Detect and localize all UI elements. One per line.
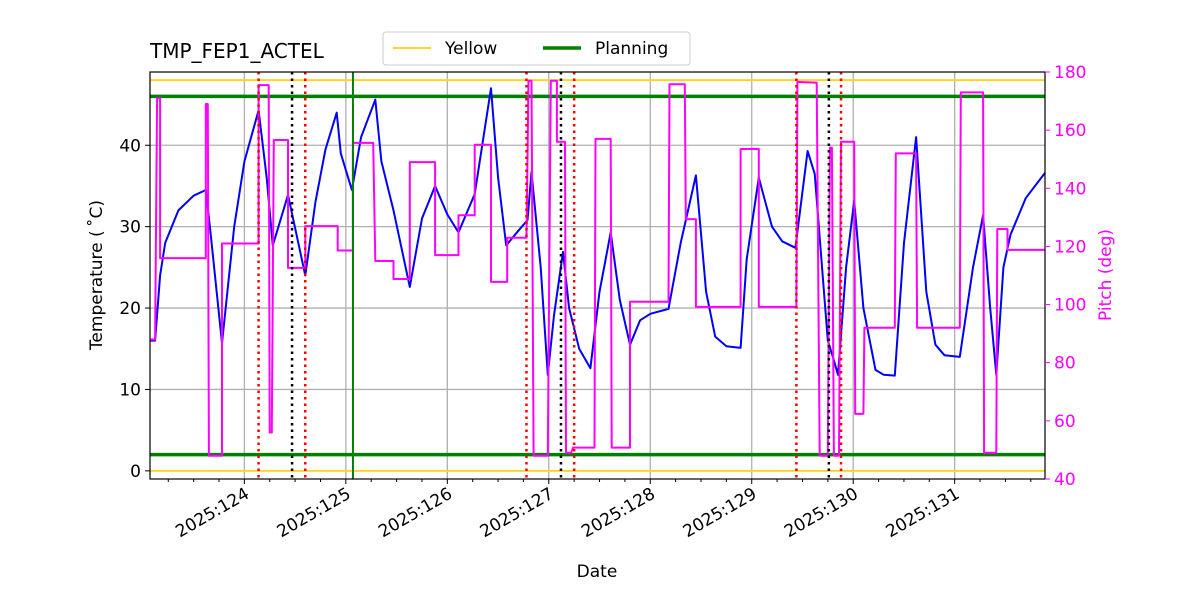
x-axis-label: Date	[577, 562, 618, 582]
x-tick-label: 2025:129	[680, 484, 761, 542]
limit-lines	[150, 79, 1045, 472]
y-tick-label: 20	[119, 299, 141, 319]
y2-tick-label: 40	[1054, 470, 1076, 490]
y-tick-label: 30	[119, 218, 141, 238]
x-tick-label: 2025:127	[477, 484, 558, 542]
y-tick-label: 10	[119, 380, 141, 400]
legend-label: Planning	[595, 39, 668, 59]
x-tick-label: 2025:131	[883, 484, 964, 542]
chart-title: TMP_FEP1_ACTEL	[149, 39, 325, 63]
y2-tick-label: 80	[1054, 354, 1076, 374]
grid	[150, 72, 1045, 479]
temperature-series-line	[150, 87, 1046, 377]
pitch-series-line	[150, 79, 1045, 457]
x-tick-label: 2025:124	[172, 484, 253, 542]
x-tick-label: 2025:128	[578, 484, 659, 542]
y2-tick-label: 140	[1054, 179, 1086, 199]
legend-label: Yellow	[444, 39, 497, 59]
x-tick-label: 2025:130	[781, 484, 862, 542]
x-tick-label: 2025:126	[375, 484, 456, 542]
y2-axis-label: Pitch (deg)	[1096, 229, 1116, 321]
x-tick-label: 2025:125	[274, 484, 355, 542]
series	[150, 79, 1046, 457]
legend: Yellow Planning	[382, 31, 691, 66]
y2-tick-label: 120	[1054, 237, 1086, 257]
y2-tick-label: 100	[1054, 296, 1086, 316]
y2-tick-label: 160	[1054, 121, 1086, 141]
plot-frame	[149, 71, 1046, 480]
y-axis-label: Temperature ( ˚C)	[86, 200, 107, 351]
y2-tick-label: 180	[1054, 63, 1086, 83]
y-tick-label: 0	[130, 462, 141, 482]
y2-tick-label: 60	[1054, 412, 1076, 432]
y-tick-label: 40	[119, 136, 141, 156]
vertical-markers	[257, 72, 843, 479]
